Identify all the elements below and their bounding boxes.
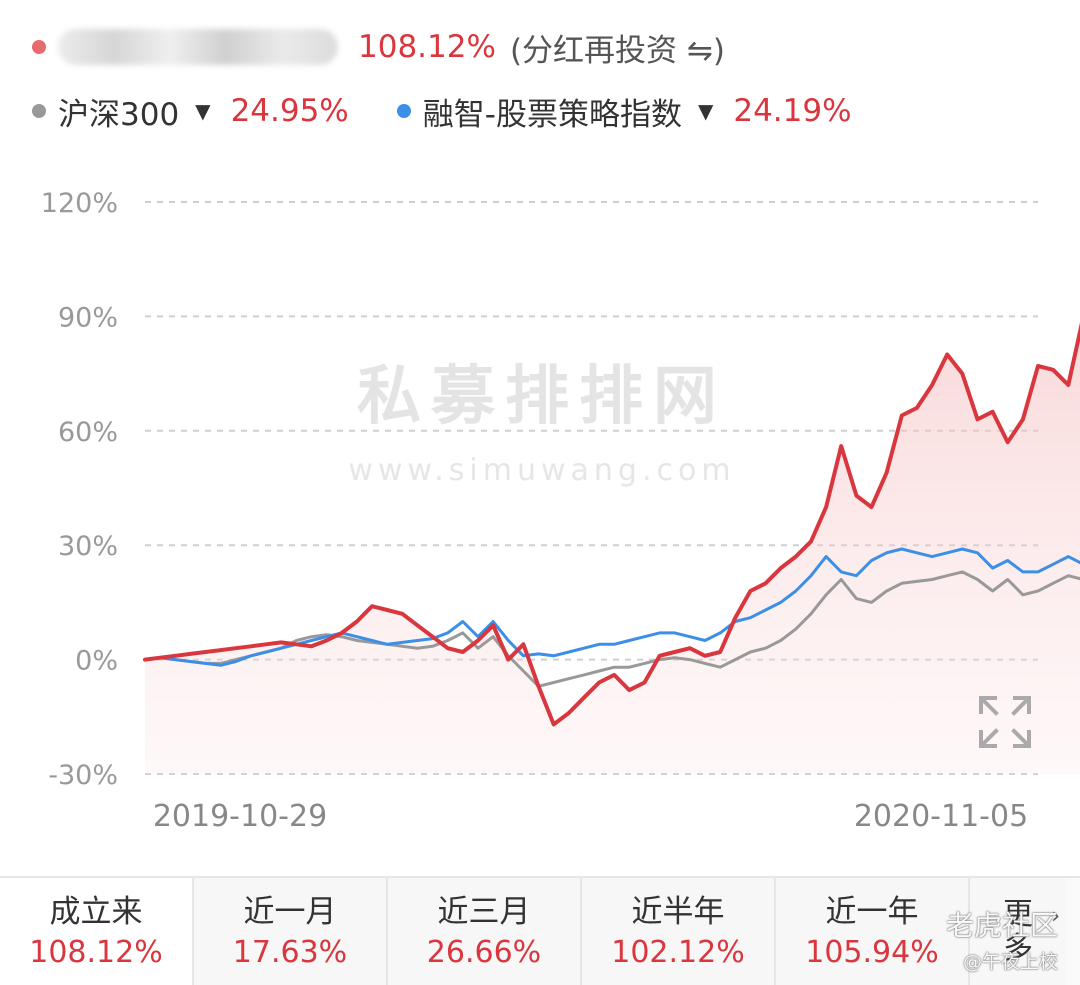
csi300-dropdown-icon[interactable]: ▼ [195, 99, 211, 123]
tab-label: 近一月 [243, 893, 337, 930]
y-tick-label: 120% [41, 188, 118, 219]
tab-label: 近半年 [631, 893, 725, 930]
y-tick-label: -30% [48, 760, 118, 791]
fullscreen-icon[interactable] [978, 695, 1032, 749]
y-tick-label: 90% [58, 302, 118, 333]
performance-chart: 私募排排网 www.simuwang.com 120% 90% 60% 30% 0% -3… [41, 188, 1080, 834]
csi300-legend-dot [32, 104, 46, 118]
chart-watermark: 私募排排网 [357, 360, 727, 434]
tab-last-half-year[interactable]: 近半年 102.12% [582, 878, 776, 985]
strategy-index-return-value: 24.19% [733, 93, 852, 129]
fund-return-value: 108.12% [358, 29, 496, 65]
y-tick-label: 0% [75, 646, 118, 677]
dividend-reinvest-toggle[interactable]: (分红再投资 ⇋) [509, 32, 725, 69]
tab-label: 成立来 [49, 893, 143, 930]
author-watermark: @午夜上校 [962, 951, 1058, 973]
series-line-2 [143, 547, 1080, 667]
tab-label: 近一年 [825, 893, 919, 930]
redacted-fund-name [58, 29, 338, 65]
chart-watermark-url: www.simuwang.com [348, 453, 735, 488]
tab-last-three-months[interactable]: 近三月 26.66% [388, 878, 582, 985]
strategy-index-name: 融智-股票策略指数 [422, 96, 682, 133]
csi300-name: 沪深300 [58, 96, 180, 133]
series-line-0 [143, 322, 1080, 727]
y-tick-label: 30% [58, 531, 118, 562]
series-line-1 [143, 570, 1080, 688]
chevron-right-icon: › [1051, 904, 1060, 929]
tab-value: 26.66% [426, 934, 542, 970]
tab-last-month[interactable]: 近一月 17.63% [194, 878, 388, 985]
community-watermark: 老虎社区 [945, 909, 1058, 942]
x-start-label: 2019-10-29 [153, 799, 327, 834]
series-area-0 [145, 331, 1080, 774]
tab-label: 近三月 [437, 893, 531, 930]
tab-more-label: 更多 [1003, 896, 1033, 966]
benchmark-legend: 沪深300 ▼ 24.95% 融智-股票策略指数 ▼ 24.19% [32, 86, 852, 136]
strategy-index-dropdown-icon[interactable]: ▼ [697, 99, 714, 123]
strategy-index-legend-dot [396, 104, 411, 118]
fund-legend: 108.12% (分红再投资 ⇋) [32, 22, 725, 72]
tab-value: 108.12% [29, 934, 163, 970]
tab-more[interactable]: 更多 › [970, 878, 1066, 985]
tab-since-inception[interactable]: 成立来 108.12% [0, 878, 194, 985]
y-tick-label: 60% [58, 417, 118, 448]
period-tabs: 成立来 108.12% 近一月 17.63% 近三月 26.66% 近半年 10… [0, 876, 1080, 985]
tab-last-year[interactable]: 近一年 105.94% [776, 878, 970, 985]
csi300-return-value: 24.95% [230, 93, 349, 129]
tab-value: 102.12% [611, 934, 745, 970]
fund-legend-dot [32, 40, 46, 54]
tab-value: 105.94% [805, 934, 939, 970]
x-end-label: 2020-11-05 [854, 799, 1028, 834]
tab-value: 17.63% [232, 934, 348, 970]
